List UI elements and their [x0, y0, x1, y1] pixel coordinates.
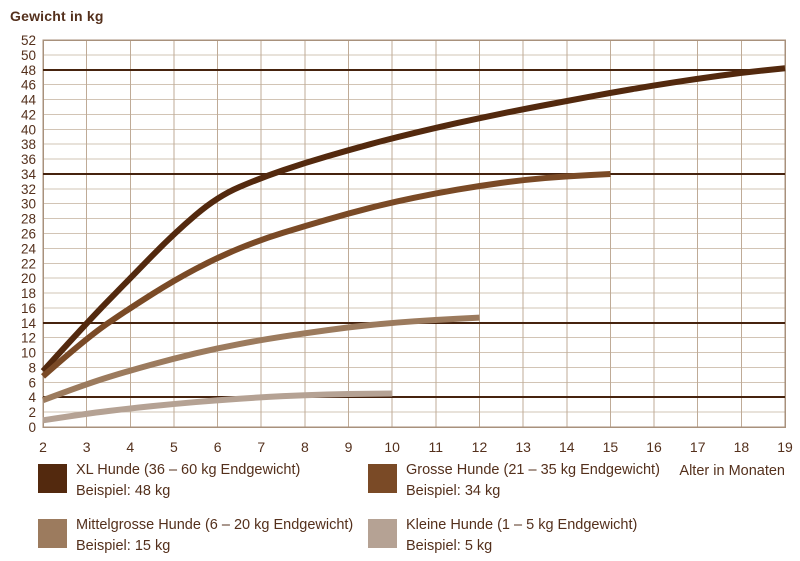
legend-item-mittelgrosse-hunde: Mittelgrosse Hunde (6 – 20 kg Endgewicht…: [38, 515, 353, 557]
legend-item-xl-hunde: XL Hunde (36 – 60 kg Endgewicht) Beispie…: [38, 460, 300, 502]
legend-label-xl-hunde: XL Hunde (36 – 60 kg Endgewicht): [76, 462, 301, 478]
legend-example-grosse-hunde: Beispiel: 34 kg: [406, 483, 501, 499]
legend-item-kleine-hunde: Kleine Hunde (1 – 5 kg Endgewicht) Beisp…: [368, 515, 637, 557]
legend-label-grosse-hunde: Grosse Hunde (21 – 35 kg Endgewicht): [406, 462, 660, 478]
x-axis-title: Alter in Monaten: [679, 463, 785, 479]
legend-example-xl-hunde: Beispiel: 48 kg: [76, 483, 171, 499]
legend-swatch-grosse-hunde: [368, 464, 397, 493]
legend-example-kleine-hunde: Beispiel: 5 kg: [406, 538, 493, 554]
legend-label-mittelgrosse-hunde: Mittelgrosse Hunde (6 – 20 kg Endgewicht…: [76, 517, 354, 533]
legend-swatch-mittelgrosse-hunde: [38, 519, 67, 548]
legend-label-kleine-hunde: Kleine Hunde (1 – 5 kg Endgewicht): [406, 517, 638, 533]
legend-swatch-kleine-hunde: [368, 519, 397, 548]
y-axis-title: Gewicht in kg: [10, 8, 104, 24]
legend-example-mittelgrosse-hunde: Beispiel: 15 kg: [76, 538, 171, 554]
legend-swatch-xl-hunde: [38, 464, 67, 493]
legend-item-grosse-hunde: Grosse Hunde (21 – 35 kg Endgewicht) Bei…: [368, 460, 660, 502]
